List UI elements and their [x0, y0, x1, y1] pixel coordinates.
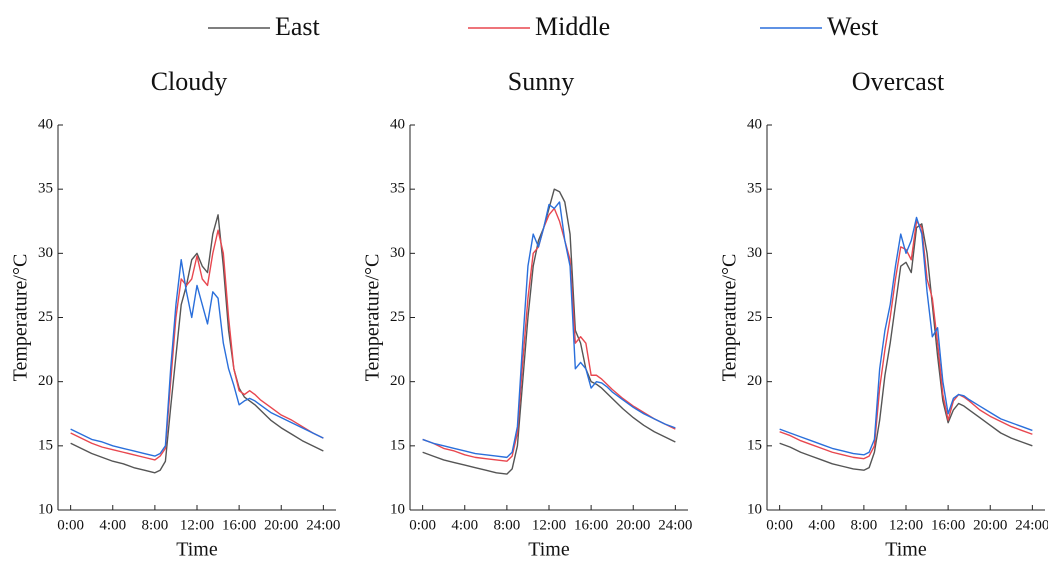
x-axis-label: Time — [528, 539, 570, 561]
legend-label: Middle — [535, 12, 610, 41]
series-line — [70, 229, 324, 461]
y-tick-label: 40 — [747, 116, 762, 132]
x-tick-label: 12:00 — [889, 517, 923, 533]
x-tick-label: 24:00 — [1015, 517, 1048, 533]
y-tick-label: 40 — [390, 116, 405, 132]
x-tick-label: 0:00 — [57, 517, 84, 533]
y-axis-label: Temperature/°C — [362, 254, 384, 382]
y-axis-label: Temperature/°C — [10, 254, 32, 382]
y-tick-label: 25 — [747, 309, 762, 325]
series-line — [70, 214, 324, 474]
y-tick-label: 25 — [38, 309, 53, 325]
y-tick-label: 10 — [390, 501, 405, 517]
panel-title: Sunny — [508, 67, 574, 96]
series-line — [422, 201, 676, 459]
y-tick-label: 20 — [747, 373, 762, 389]
series-line — [779, 216, 1033, 456]
x-tick-label: 0:00 — [766, 517, 793, 533]
y-tick-label: 35 — [390, 181, 405, 197]
x-tick-label: 4:00 — [99, 517, 126, 533]
y-tick-label: 30 — [38, 245, 53, 261]
y-tick-label: 15 — [747, 437, 762, 453]
x-tick-label: 20:00 — [973, 517, 1007, 533]
y-tick-label: 20 — [390, 373, 405, 389]
x-tick-label: 16:00 — [931, 517, 965, 533]
x-axis-label: Time — [176, 539, 218, 561]
y-tick-label: 20 — [38, 373, 53, 389]
panel-title: Overcast — [852, 67, 945, 96]
x-tick-label: 0:00 — [409, 517, 436, 533]
y-tick-label: 15 — [390, 437, 405, 453]
y-tick-label: 40 — [38, 116, 53, 132]
x-tick-label: 20:00 — [264, 517, 298, 533]
y-tick-label: 35 — [38, 181, 53, 197]
x-tick-label: 12:00 — [180, 517, 214, 533]
series-line — [70, 259, 324, 457]
x-tick-label: 8:00 — [851, 517, 878, 533]
x-tick-label: 24:00 — [306, 517, 340, 533]
x-tick-label: 4:00 — [808, 517, 835, 533]
y-axis-label: Temperature/°C — [719, 254, 741, 382]
series-line — [422, 188, 676, 475]
y-tick-label: 25 — [390, 309, 405, 325]
legend-label: West — [827, 12, 879, 41]
x-axis-label: Time — [885, 539, 927, 561]
y-tick-label: 10 — [747, 501, 762, 517]
y-tick-label: 35 — [747, 181, 762, 197]
series-line — [779, 220, 1033, 460]
panel-title: Cloudy — [151, 67, 228, 96]
series-line — [779, 223, 1033, 471]
x-tick-label: 16:00 — [222, 517, 256, 533]
y-tick-label: 15 — [38, 437, 53, 453]
x-tick-label: 16:00 — [574, 517, 608, 533]
x-tick-label: 24:00 — [658, 517, 692, 533]
x-tick-label: 8:00 — [494, 517, 521, 533]
legend-label: East — [275, 12, 321, 41]
y-tick-label: 30 — [390, 245, 405, 261]
series-line — [422, 207, 676, 462]
x-tick-label: 4:00 — [451, 517, 478, 533]
y-tick-label: 10 — [38, 501, 53, 517]
x-tick-label: 20:00 — [616, 517, 650, 533]
x-tick-label: 12:00 — [532, 517, 566, 533]
x-tick-label: 8:00 — [142, 517, 169, 533]
y-tick-label: 30 — [747, 245, 762, 261]
